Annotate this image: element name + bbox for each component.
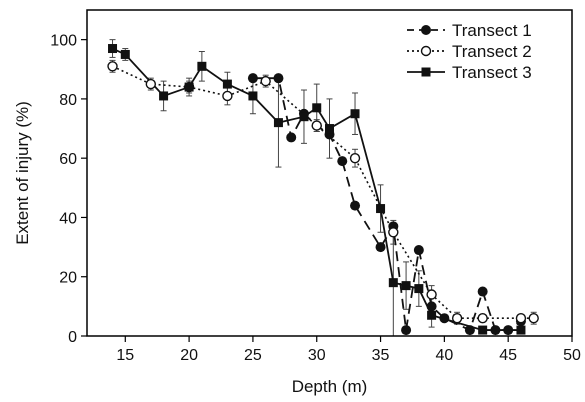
transect-2-point (107, 61, 118, 72)
transect-3-point (401, 281, 411, 291)
transect-1-point (350, 200, 361, 211)
plot-area-frame (86, 9, 573, 337)
transect-1-point (401, 325, 412, 336)
transect-2-line (112, 65, 534, 320)
transect-3-point (222, 79, 232, 89)
transect-1-point (413, 245, 424, 256)
transect-1-point (375, 242, 386, 253)
transect-2-point (260, 75, 271, 87)
transect-1-point (477, 286, 488, 297)
transect-2-point (515, 313, 527, 324)
transect-3-point (312, 103, 322, 113)
legend-marker-transect-2 (420, 45, 432, 57)
x-tick-label: 50 (563, 347, 581, 364)
transect-3-point (414, 284, 424, 294)
x-tick-label: 45 (499, 347, 517, 364)
transect-2-point (349, 152, 361, 164)
transect-3-point (376, 204, 386, 214)
transect-1-point (337, 156, 348, 167)
y-tick-label: 0 (68, 329, 77, 346)
transect-1-point (247, 73, 258, 84)
y-axis-title: Extent of injury (%) (13, 101, 32, 245)
transect-3-point (350, 109, 360, 119)
x-tick-label: 15 (116, 347, 134, 364)
x-tick-label: 40 (435, 347, 453, 364)
transect-2-point (426, 289, 437, 300)
transect-2-point (311, 120, 322, 131)
transect-1-point (490, 325, 501, 336)
legend-marker-transect-3 (421, 67, 431, 77)
y-tick-label: 20 (59, 270, 77, 287)
transect-3-point (299, 112, 309, 122)
y-tick-label: 40 (59, 210, 77, 227)
y-tick-label: 100 (50, 33, 77, 50)
transect-2-point (477, 313, 488, 324)
legend-label-transect-2: Transect 2 (452, 42, 532, 61)
x-tick-label: 30 (308, 347, 326, 364)
x-axis-title: Depth (m) (292, 377, 368, 396)
transect-3-point (197, 61, 207, 71)
transect-3-point (184, 82, 194, 92)
transect-3-point (248, 91, 258, 101)
x-tick-label: 25 (244, 347, 262, 364)
transect-2-point (388, 227, 399, 238)
transect-2-point (222, 90, 233, 102)
transect-3-point (516, 325, 526, 335)
transect-1-point (426, 301, 437, 312)
series-lines (112, 47, 534, 332)
transect-3-point (273, 118, 283, 128)
transect-2-point (451, 313, 463, 324)
transect-1-point (273, 73, 284, 84)
transect-3-point (427, 310, 437, 320)
transect-2-point (528, 313, 539, 324)
y-tick-label: 80 (59, 92, 77, 109)
series-markers (107, 44, 539, 336)
legend-label-transect-1: Transect 1 (452, 21, 532, 40)
transect-1-point (464, 325, 475, 336)
transect-1-point (286, 132, 297, 143)
legend-marker-transect-1 (421, 25, 431, 35)
legend: Transect 1 Transect 2 Transect 3 (407, 21, 532, 82)
transect-3-point (108, 44, 118, 54)
transect-1-point (503, 325, 514, 336)
y-tick-label: 60 (59, 151, 77, 168)
x-axis-ticks: 15 20 25 30 35 40 45 50 (116, 336, 581, 364)
x-tick-label: 20 (180, 347, 198, 364)
x-tick-label: 35 (372, 347, 390, 364)
y-axis-ticks: 0 20 40 60 80 100 (50, 33, 87, 346)
transect-3-point (388, 278, 398, 288)
transect-1-point (439, 313, 450, 324)
error-bars (109, 39, 537, 337)
transect-3-point (159, 91, 169, 101)
transect-3-point (478, 325, 488, 335)
legend-label-transect-3: Transect 3 (452, 63, 532, 82)
transect-2-point (145, 78, 157, 90)
transect-3-point (325, 124, 334, 134)
transect-3-point (120, 49, 130, 59)
